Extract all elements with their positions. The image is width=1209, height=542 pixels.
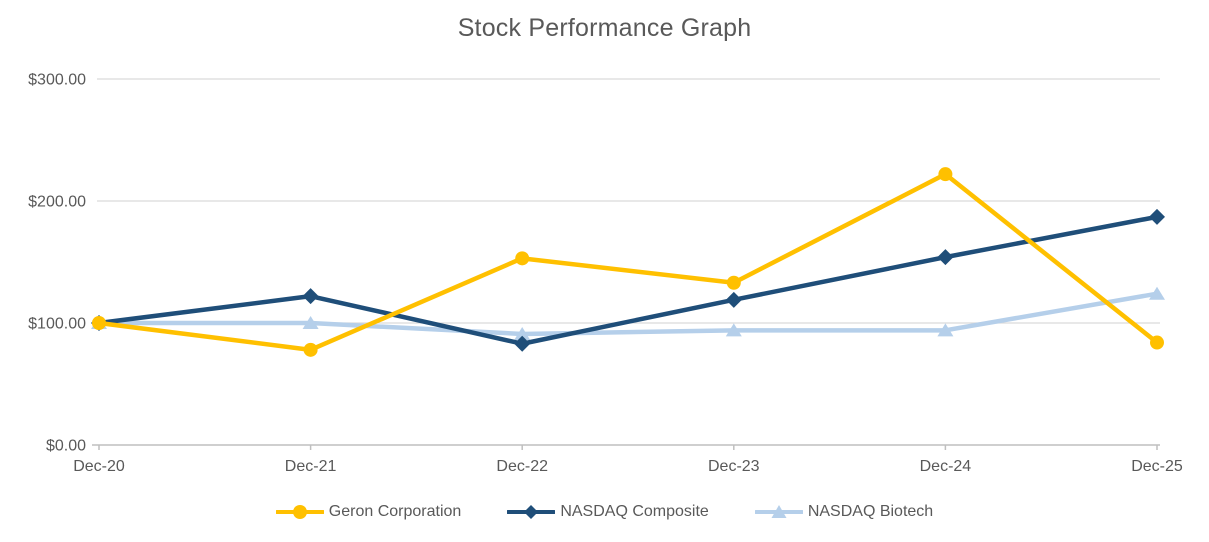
y-axis-label: $200.00: [28, 194, 86, 211]
marker-nasdaq-composite-dec-25: [1149, 208, 1165, 225]
legend-label: NASDAQ Biotech: [807, 503, 934, 520]
series-line-nasdaq-composite: [96, 214, 1160, 346]
series-line-geron-corporation: [96, 171, 1160, 353]
marker-geron-corporation-dec-25: [1150, 335, 1164, 350]
marker-geron-corporation-dec-24: [938, 167, 953, 182]
marker-geron-corporation-dec-23: [726, 275, 741, 290]
marker-nasdaq-composite-dec-23: [725, 291, 742, 308]
marker-geron-corporation-dec-22: [515, 251, 530, 266]
legend-diamond-icon: [506, 503, 557, 521]
x-axis-label: Dec-24: [920, 458, 972, 475]
marker-nasdaq-biotech-dec-23: [725, 323, 742, 337]
x-axis-label: Dec-20: [73, 458, 125, 475]
chart-legend: Geron Corporation NASDAQ Composite NASDAQ …: [0, 503, 1209, 521]
marker-geron-corporation-dec-21: [303, 342, 318, 357]
legend-triangle-icon: [753, 503, 804, 521]
legend-circle-icon: [274, 503, 325, 521]
legend-item-nasdaq-biotech: NASDAQ Biotech: [753, 503, 934, 521]
marker-nasdaq-composite-dec-21: [302, 288, 319, 305]
x-axis-label: Dec-23: [708, 458, 760, 475]
x-axis-label: Dec-21: [285, 458, 337, 475]
y-axis-label: $300.00: [28, 72, 86, 89]
y-axis-label: $100.00: [28, 316, 86, 333]
legend-item-geron-corporation: Geron Corporation: [274, 503, 462, 521]
marker-nasdaq-composite-dec-24: [937, 249, 954, 266]
x-axis-label: Dec-25: [1131, 458, 1183, 475]
series-line-nasdaq-biotech: [96, 291, 1160, 337]
x-axis-label: Dec-22: [496, 458, 548, 475]
marker-nasdaq-biotech-dec-22: [514, 326, 531, 340]
legend-label: Geron Corporation: [328, 503, 462, 520]
marker-geron-corporation-dec-20: [92, 316, 106, 330]
marker-nasdaq-biotech-dec-25: [1149, 286, 1165, 300]
marker-nasdaq-composite-dec-22: [514, 335, 531, 352]
legend-label: NASDAQ Composite: [560, 503, 709, 520]
legend-item-nasdaq-composite: NASDAQ Composite: [506, 503, 709, 521]
y-axis-label: $0.00: [46, 438, 86, 455]
marker-nasdaq-biotech-dec-24: [937, 323, 954, 337]
marker-nasdaq-biotech-dec-21: [302, 316, 319, 329]
chart-title: Stock Performance Graph: [457, 14, 752, 42]
